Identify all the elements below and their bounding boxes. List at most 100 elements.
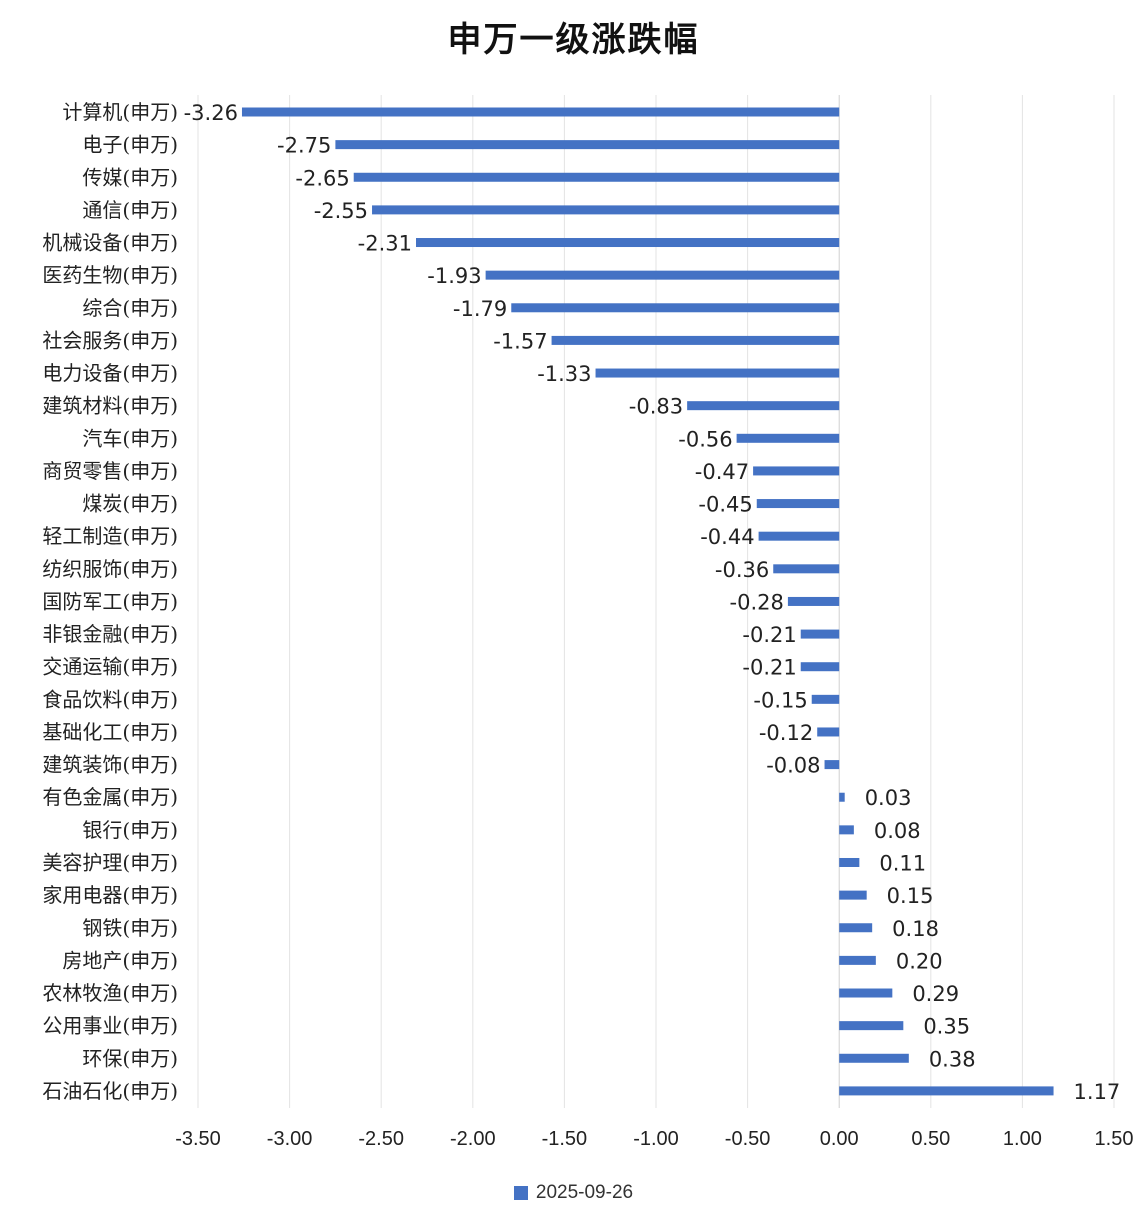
bar [551, 335, 840, 345]
bar [839, 1086, 1054, 1096]
data-label: -0.44 [700, 525, 754, 549]
bar [511, 303, 840, 313]
category-label: 电子(申万) [82, 133, 178, 157]
data-label: 1.17 [1074, 1080, 1121, 1104]
bar [839, 792, 845, 802]
x-tick-label: -1.50 [542, 1128, 588, 1150]
legend-swatch [513, 1186, 528, 1200]
data-label: -0.83 [629, 395, 683, 419]
data-label: 0.03 [865, 786, 912, 810]
bar [687, 401, 840, 411]
x-tick-label: -3.00 [267, 1128, 313, 1150]
x-tick-label: -3.50 [175, 1128, 221, 1150]
data-label: -1.33 [537, 362, 591, 386]
data-label: -2.55 [314, 199, 368, 223]
category-label: 计算机(申万) [62, 100, 178, 124]
data-label: 0.35 [923, 1015, 970, 1039]
x-tick-label: -1.00 [633, 1128, 679, 1150]
chart-title: 申万一级涨跌幅 [447, 20, 700, 60]
x-axis-ticks: -3.50 -3.00 -2.50 -2.00 -1.50 -1.00 -0.50 0.00 0… [175, 1128, 1133, 1150]
category-label: 石油石化(申万) [42, 1079, 178, 1103]
category-label: 机械设备(申万) [42, 231, 178, 255]
bar [353, 172, 840, 182]
bar [839, 890, 867, 900]
category-label: 轻工制造(申万) [42, 524, 178, 548]
data-label: 0.18 [892, 917, 939, 941]
bar [753, 466, 840, 476]
x-tick-label: 1.50 [1095, 1128, 1134, 1150]
category-label: 综合(申万) [82, 296, 178, 320]
category-label: 食品饮料(申万) [42, 687, 178, 711]
bar [372, 205, 840, 215]
data-label: -0.45 [698, 493, 752, 517]
data-label: -0.21 [742, 656, 796, 680]
legend-label: 2025-09-26 [535, 1182, 634, 1203]
category-label: 房地产(申万) [62, 948, 178, 972]
data-label: -1.93 [427, 264, 481, 288]
category-label: 电力设备(申万) [42, 361, 178, 385]
data-label: -0.36 [715, 558, 769, 582]
category-label: 煤炭(申万) [82, 492, 178, 516]
bar [736, 433, 840, 443]
data-label: 0.08 [874, 819, 921, 843]
category-label: 有色金属(申万) [42, 785, 178, 809]
bar [756, 499, 840, 509]
bar [800, 629, 840, 639]
bar [241, 107, 840, 117]
data-label: -1.57 [493, 329, 547, 353]
data-label: -0.21 [742, 623, 796, 647]
bar [839, 1053, 909, 1063]
data-label: 0.15 [887, 884, 934, 908]
category-label: 通信(申万) [82, 198, 178, 222]
category-label: 建筑装饰(申万) [42, 753, 178, 777]
category-label: 商贸零售(申万) [42, 459, 178, 483]
x-tick-label: 1.00 [1003, 1128, 1042, 1150]
data-label: 0.20 [896, 949, 943, 973]
bar [335, 140, 840, 150]
bar [839, 923, 873, 933]
category-label: 非银金融(申万) [42, 622, 178, 646]
x-tick-label: -2.50 [358, 1128, 404, 1150]
category-label: 国防军工(申万) [42, 589, 178, 613]
data-label: -2.31 [358, 232, 412, 256]
bar [839, 955, 876, 965]
bar [787, 596, 840, 606]
category-label: 环保(申万) [82, 1046, 178, 1070]
data-label: -0.47 [695, 460, 749, 484]
bars [241, 107, 1054, 1096]
category-label: 交通运输(申万) [42, 655, 178, 679]
category-label: 医药生物(申万) [42, 263, 178, 287]
bar [811, 694, 840, 704]
category-labels: 计算机(申万) 电子(申万) 传媒(申万) 通信(申万) 机械设备(申万) 医药生物(申万… [42, 100, 178, 1103]
data-label: -2.75 [277, 134, 331, 158]
bar [800, 662, 840, 672]
category-label: 汽车(申万) [82, 426, 178, 450]
data-label: -0.12 [759, 721, 813, 745]
category-label: 家用电器(申万) [42, 883, 178, 907]
data-label: -3.26 [184, 101, 238, 125]
data-label: -1.79 [453, 297, 507, 321]
bar [595, 368, 840, 378]
category-label: 传媒(申万) [82, 165, 178, 189]
data-label: -0.28 [730, 590, 784, 614]
x-tick-label: 0.00 [820, 1128, 859, 1150]
data-label: -0.56 [678, 427, 732, 451]
data-label: -0.15 [753, 688, 807, 712]
x-tick-label: -0.50 [725, 1128, 771, 1150]
data-label: -0.08 [766, 754, 820, 778]
data-label: 0.38 [929, 1047, 976, 1071]
bar [817, 727, 840, 737]
bar [839, 1021, 904, 1031]
bar [416, 238, 840, 248]
data-label: 0.29 [912, 982, 959, 1006]
bar [824, 760, 840, 770]
gridlines [197, 95, 1115, 1108]
category-label: 美容护理(申万) [42, 850, 178, 874]
x-tick-label: -2.00 [450, 1128, 496, 1150]
category-label: 纺织服饰(申万) [42, 557, 178, 581]
data-label: 0.11 [879, 851, 926, 875]
x-tick-label: 0.50 [911, 1128, 950, 1150]
bar [839, 988, 893, 998]
data-labels: -3.26 -2.75 -2.65 -2.55 -2.31 -1.93 -1.79 -1.57… [184, 101, 1121, 1104]
